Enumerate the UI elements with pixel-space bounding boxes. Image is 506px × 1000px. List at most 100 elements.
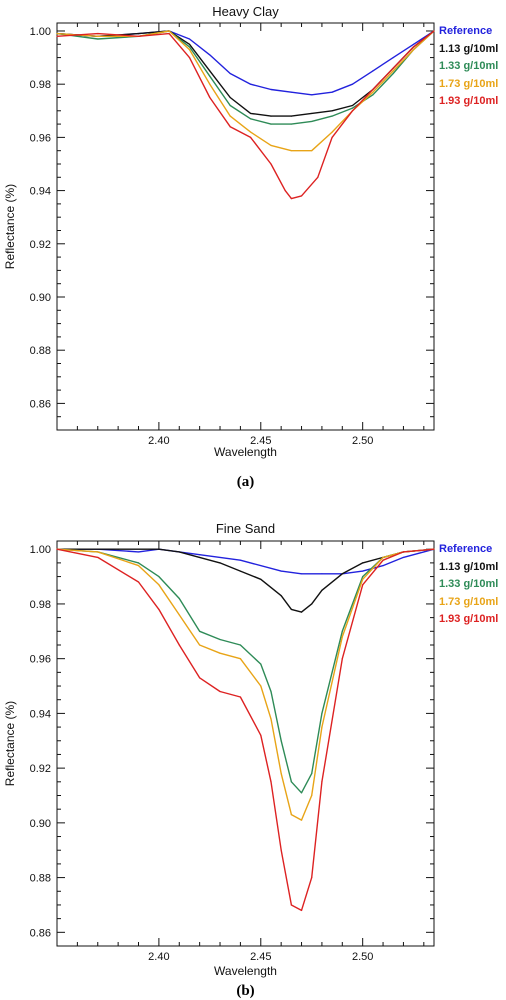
data-point bbox=[300, 611, 303, 613]
y-tick-label: 0.92 bbox=[30, 239, 51, 251]
data-point bbox=[229, 96, 231, 99]
y-tick-label: 0.96 bbox=[30, 132, 51, 144]
data-point bbox=[300, 819, 303, 821]
data-point bbox=[199, 556, 201, 559]
data-point bbox=[290, 115, 292, 117]
data-point bbox=[280, 595, 282, 597]
data-point bbox=[321, 726, 323, 728]
data-point bbox=[97, 551, 99, 553]
data-point bbox=[311, 773, 313, 775]
legend-entry: Reference bbox=[439, 543, 492, 555]
data-point bbox=[372, 88, 374, 91]
data-point bbox=[382, 565, 384, 567]
figure-caption: (a) bbox=[237, 474, 255, 490]
data-point bbox=[199, 554, 201, 556]
data-point bbox=[351, 107, 354, 109]
data-point bbox=[392, 72, 394, 75]
data-point bbox=[413, 43, 415, 45]
data-point bbox=[413, 46, 415, 48]
data-point bbox=[270, 690, 272, 693]
data-point bbox=[311, 794, 313, 797]
data-point bbox=[290, 608, 292, 611]
data-point bbox=[158, 548, 160, 550]
data-point bbox=[229, 104, 231, 107]
data-point bbox=[372, 91, 374, 93]
series-line-0 bbox=[57, 548, 435, 575]
data-point bbox=[280, 849, 282, 851]
data-point bbox=[290, 150, 292, 152]
y-tick-label: 0.88 bbox=[30, 873, 51, 885]
data-point bbox=[137, 33, 140, 35]
data-point bbox=[392, 67, 394, 69]
data-point bbox=[270, 163, 272, 165]
data-point bbox=[260, 663, 262, 665]
y-tick-label: 0.98 bbox=[30, 79, 51, 91]
y-tick-label: 0.94 bbox=[30, 186, 51, 198]
legend-entry: 1.33 g/10ml bbox=[439, 60, 498, 72]
data-point bbox=[188, 56, 191, 59]
chart-title: Heavy Clay bbox=[212, 4, 279, 19]
data-point bbox=[239, 696, 242, 698]
data-point bbox=[402, 556, 405, 559]
data-point bbox=[117, 548, 119, 550]
data-point bbox=[362, 562, 364, 564]
data-point bbox=[168, 33, 170, 35]
data-point bbox=[331, 110, 333, 112]
data-point bbox=[300, 195, 303, 197]
data-point bbox=[392, 56, 394, 59]
data-point bbox=[249, 112, 252, 115]
data-point bbox=[178, 614, 180, 616]
data-point bbox=[331, 91, 333, 93]
data-point bbox=[321, 573, 323, 575]
data-point bbox=[311, 876, 313, 879]
data-point bbox=[290, 123, 292, 125]
data-point bbox=[158, 608, 160, 611]
y-tick-label: 0.98 bbox=[30, 599, 51, 611]
data-point bbox=[382, 556, 384, 559]
x-tick-label: 2.40 bbox=[148, 951, 169, 963]
data-point bbox=[178, 597, 180, 600]
chart-title: Fine Sand bbox=[216, 521, 275, 536]
data-point bbox=[97, 33, 99, 35]
y-tick-label: 0.92 bbox=[30, 763, 51, 775]
data-point bbox=[270, 781, 272, 783]
data-point bbox=[249, 136, 252, 138]
data-point bbox=[321, 781, 323, 783]
x-axis-label: Wavelength bbox=[214, 445, 277, 459]
data-point bbox=[362, 575, 364, 578]
data-point bbox=[260, 734, 262, 736]
data-point bbox=[433, 548, 435, 550]
series-line-3 bbox=[56, 548, 435, 821]
series-line-2 bbox=[56, 548, 435, 794]
data-point bbox=[188, 49, 191, 51]
data-point bbox=[331, 136, 333, 138]
data-point bbox=[372, 94, 374, 96]
y-axis-label: Reflectance (%) bbox=[3, 184, 17, 269]
data-point bbox=[209, 75, 211, 77]
plot-frame bbox=[56, 22, 435, 431]
x-tick-label: 2.45 bbox=[250, 435, 271, 447]
data-point bbox=[351, 104, 354, 107]
data-point bbox=[311, 150, 313, 152]
data-point bbox=[362, 584, 364, 586]
series-line-1 bbox=[56, 30, 435, 117]
data-point bbox=[433, 30, 435, 32]
data-point bbox=[97, 35, 99, 37]
data-point bbox=[249, 131, 252, 133]
data-point bbox=[280, 570, 282, 572]
data-point bbox=[284, 189, 286, 192]
data-point bbox=[331, 115, 333, 117]
data-point bbox=[270, 123, 272, 125]
data-point bbox=[219, 562, 221, 564]
data-point bbox=[137, 565, 140, 567]
x-axis-label: Wavelength bbox=[214, 964, 277, 978]
data-point bbox=[219, 638, 221, 641]
y-tick-label: 0.96 bbox=[30, 654, 51, 666]
data-point bbox=[56, 548, 58, 550]
data-point bbox=[270, 115, 272, 117]
data-point bbox=[300, 792, 303, 794]
data-point bbox=[300, 573, 303, 575]
data-point bbox=[229, 126, 231, 128]
data-point bbox=[311, 603, 313, 605]
data-point bbox=[178, 644, 180, 646]
